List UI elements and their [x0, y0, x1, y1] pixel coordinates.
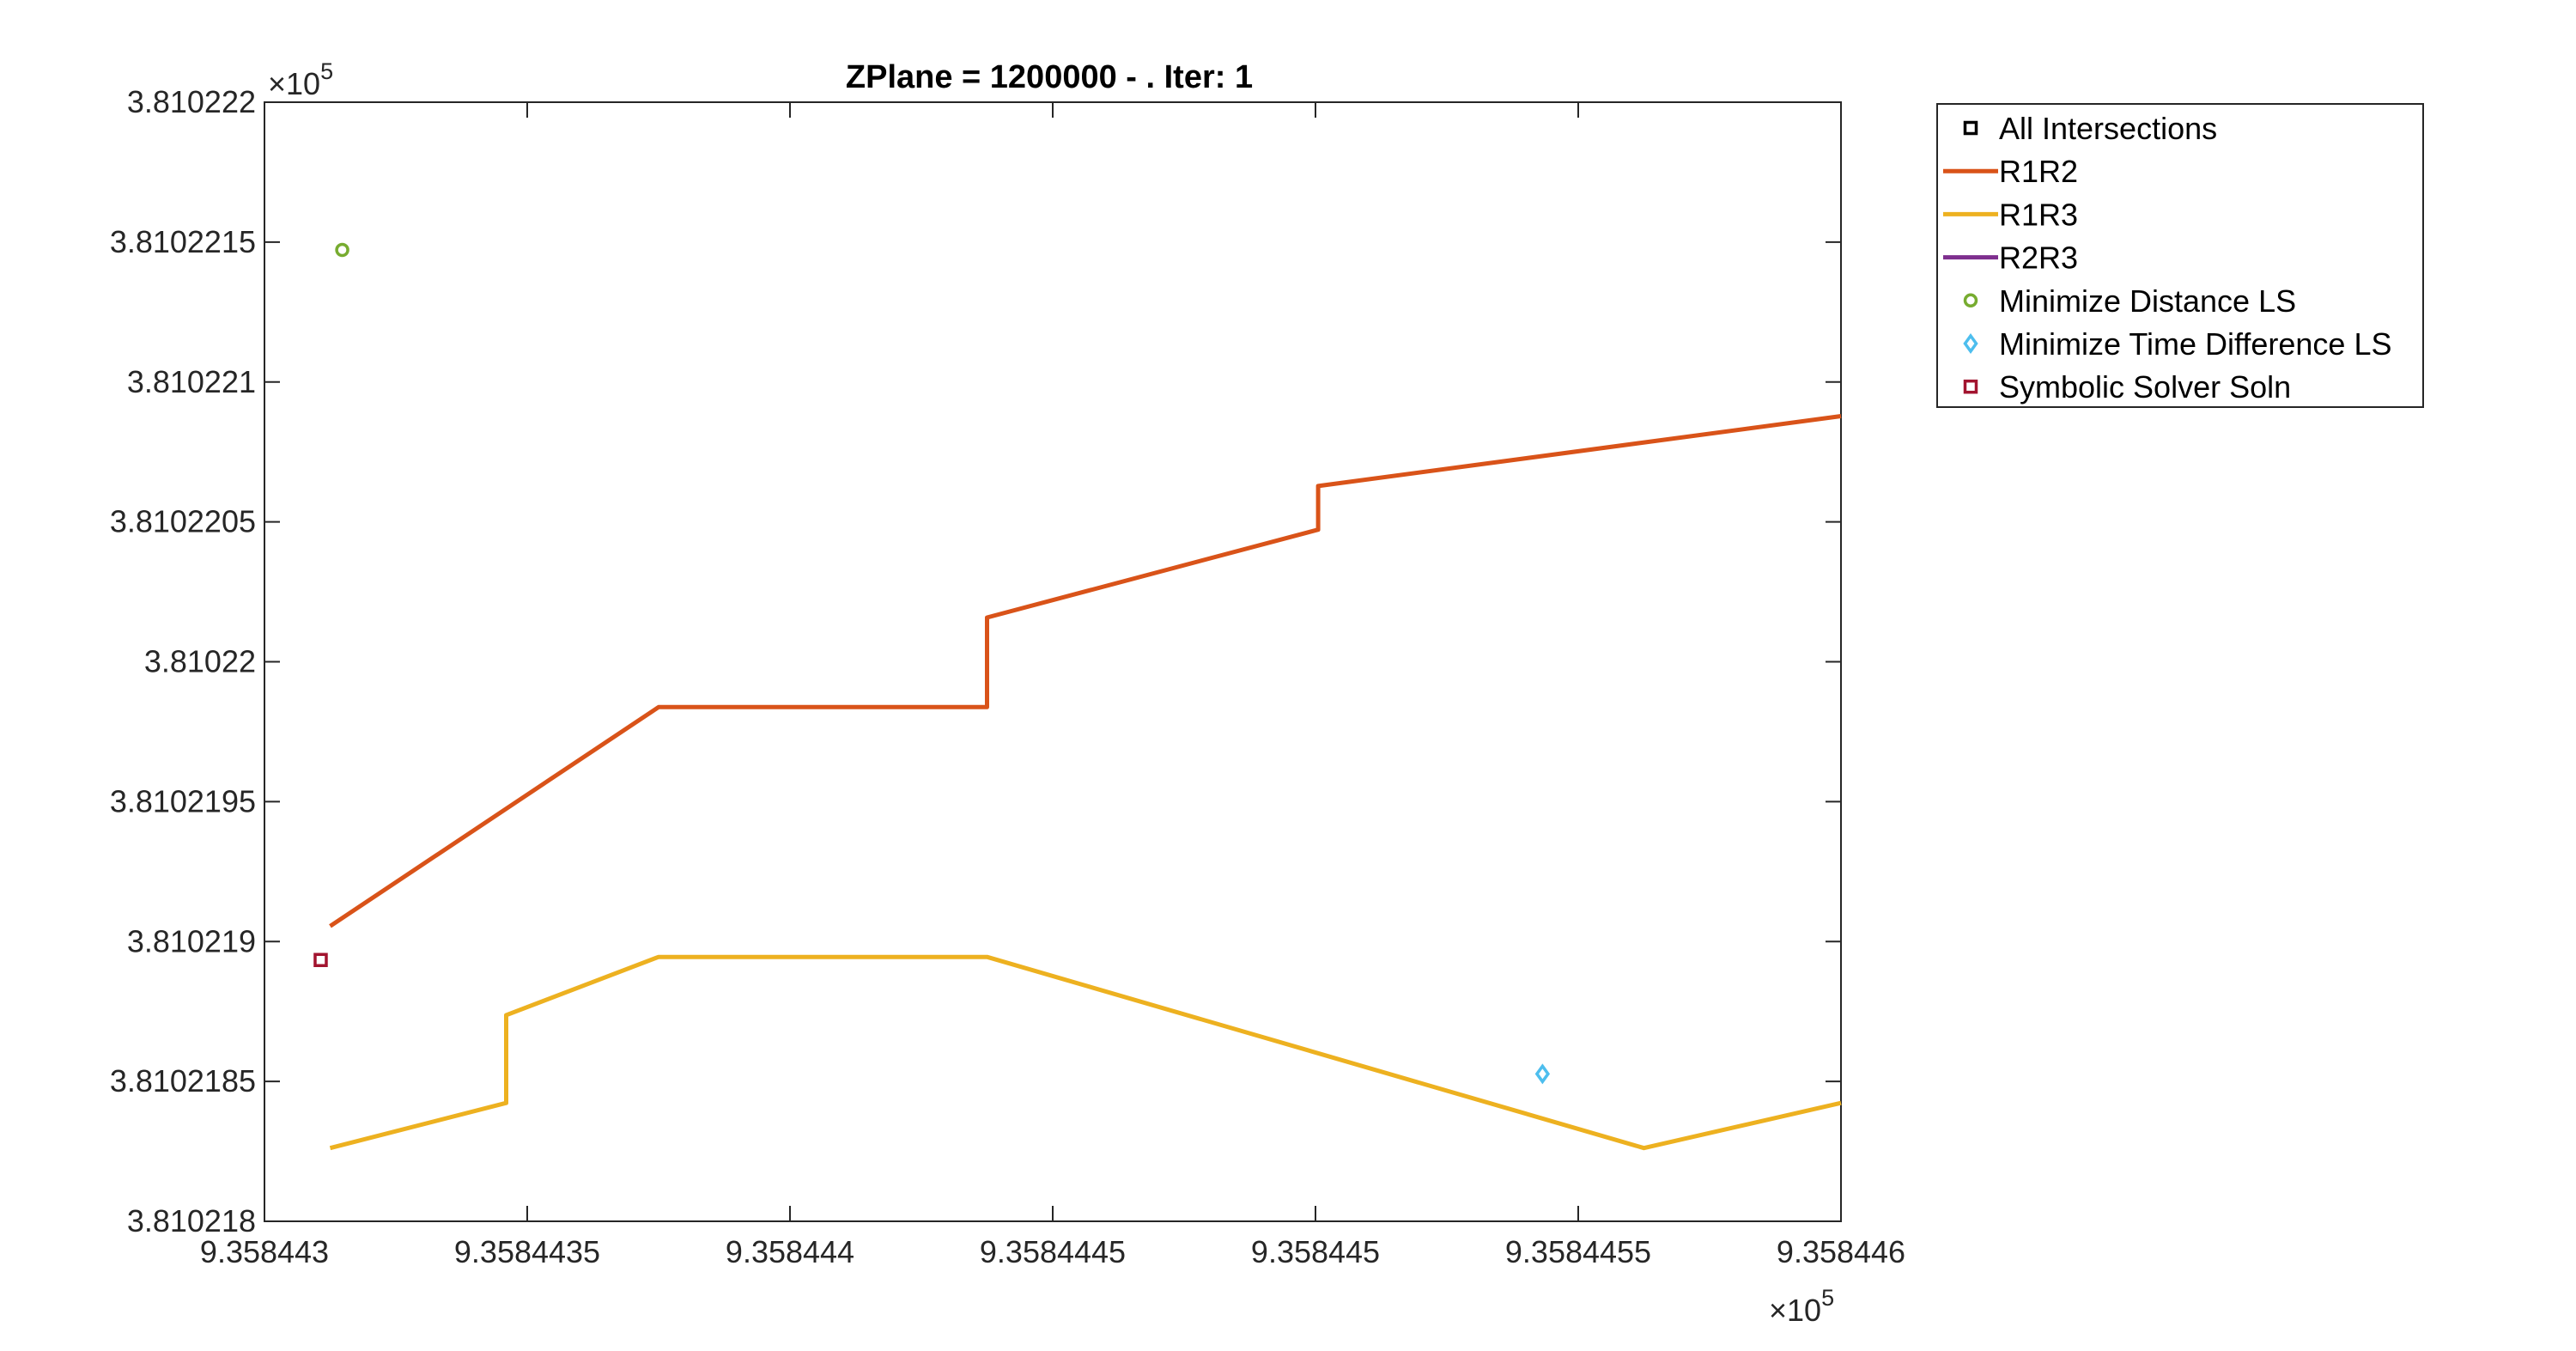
legend-label: R2R3	[1999, 240, 2078, 276]
data-point-symbolic-solver-soln	[313, 952, 328, 967]
legend-entry-r1r2[interactable]: R1R2	[1943, 154, 2078, 189]
series-r1r3	[329, 954, 1842, 1151]
x-tick-label: 9.358445	[1251, 1234, 1380, 1269]
plot-area	[264, 101, 1842, 1222]
x-axis-tick-labels: 9.358443 9.3584435 9.358444 9.3584445 9.3584…	[200, 1234, 1905, 1269]
legend-label: Minimize Time Difference LS	[1999, 326, 2392, 362]
axes-box	[264, 101, 1842, 1222]
y-axis-exponent-power: 5	[320, 58, 333, 84]
legend-entry-minimize-time-difference-ls[interactable]: Minimize Time Difference LS	[1963, 326, 2392, 362]
x-axis-exponent: ×105	[1769, 1285, 1834, 1328]
legend-entry-symbolic-solver-soln[interactable]: Symbolic Solver Soln	[1963, 369, 2292, 405]
y-tick-label: 3.8102215	[110, 224, 256, 259]
y-tick-label: 3.810221	[127, 364, 256, 399]
series-r1r2	[329, 414, 1842, 928]
legend-entries: All Intersections R1R2 R1R3 R2R3 Minimize Di…	[1943, 111, 2392, 405]
data-point-minimize-distance-ls	[335, 242, 349, 258]
axis-ticks	[264, 101, 1842, 1222]
legend-entry-r2r3[interactable]: R2R3	[1943, 240, 2078, 276]
y-tick-label: 3.810218	[127, 1203, 256, 1238]
series-minimize-time-difference-ls	[1534, 1063, 1551, 1085]
x-tick-label: 9.358446	[1777, 1234, 1905, 1269]
series-symbolic-solver-soln	[313, 952, 328, 967]
x-tick-label: 9.358444	[726, 1234, 854, 1269]
legend-entry-r1r3[interactable]: R1R3	[1943, 197, 2078, 232]
legend-label: Symbolic Solver Soln	[1999, 369, 2291, 405]
legend-box	[1936, 103, 2424, 408]
y-tick-label: 3.8102205	[110, 504, 256, 539]
y-tick-label: 3.8102185	[110, 1063, 256, 1098]
series-minimize-distance-ls	[335, 242, 349, 258]
series-layer	[313, 242, 1842, 1151]
y-tick-label: 3.810222	[127, 84, 256, 119]
legend-swatch-marker	[1963, 120, 1978, 136]
x-axis-exponent-base: ×10	[1769, 1293, 1821, 1328]
legend-label: All Intersections	[1999, 111, 2217, 146]
data-point-minimize-time-difference-ls	[1534, 1063, 1551, 1085]
series-line-r1r3	[329, 954, 1842, 1151]
y-tick-label: 3.810219	[127, 923, 256, 958]
legend-entry-minimize-distance-ls[interactable]: Minimize Distance LS	[1963, 283, 2297, 319]
y-axis-tick-labels: 3.810218 3.8102185 3.810219 3.8102195 3.8102…	[110, 84, 256, 1238]
y-tick-label: 3.81022	[144, 644, 256, 679]
y-axis-exponent: ×105	[268, 58, 333, 101]
x-tick-label: 9.3584435	[454, 1234, 600, 1269]
y-axis-exponent-base: ×10	[268, 66, 320, 101]
x-tick-label: 9.358443	[200, 1234, 329, 1269]
legend-swatch-marker	[1963, 293, 1978, 308]
legend-entry-all-intersections[interactable]: All Intersections	[1963, 111, 2218, 146]
x-axis-exponent-power: 5	[1821, 1285, 1834, 1311]
x-tick-label: 9.3584445	[980, 1234, 1126, 1269]
legend-label: Minimize Distance LS	[1999, 283, 2296, 319]
chart-title: ZPlane = 1200000 - . Iter: 1	[846, 59, 1253, 95]
legend-label: R1R2	[1999, 154, 2078, 189]
legend[interactable]: All Intersections R1R2 R1R3 R2R3 Minimize Di…	[1936, 103, 2424, 408]
series-line-r1r2	[329, 414, 1842, 928]
legend-swatch-marker	[1963, 379, 1978, 394]
y-tick-label: 3.8102195	[110, 783, 256, 819]
legend-label: R1R3	[1999, 197, 2078, 232]
x-tick-label: 9.3584455	[1505, 1234, 1651, 1269]
legend-swatch-marker	[1963, 333, 1978, 354]
